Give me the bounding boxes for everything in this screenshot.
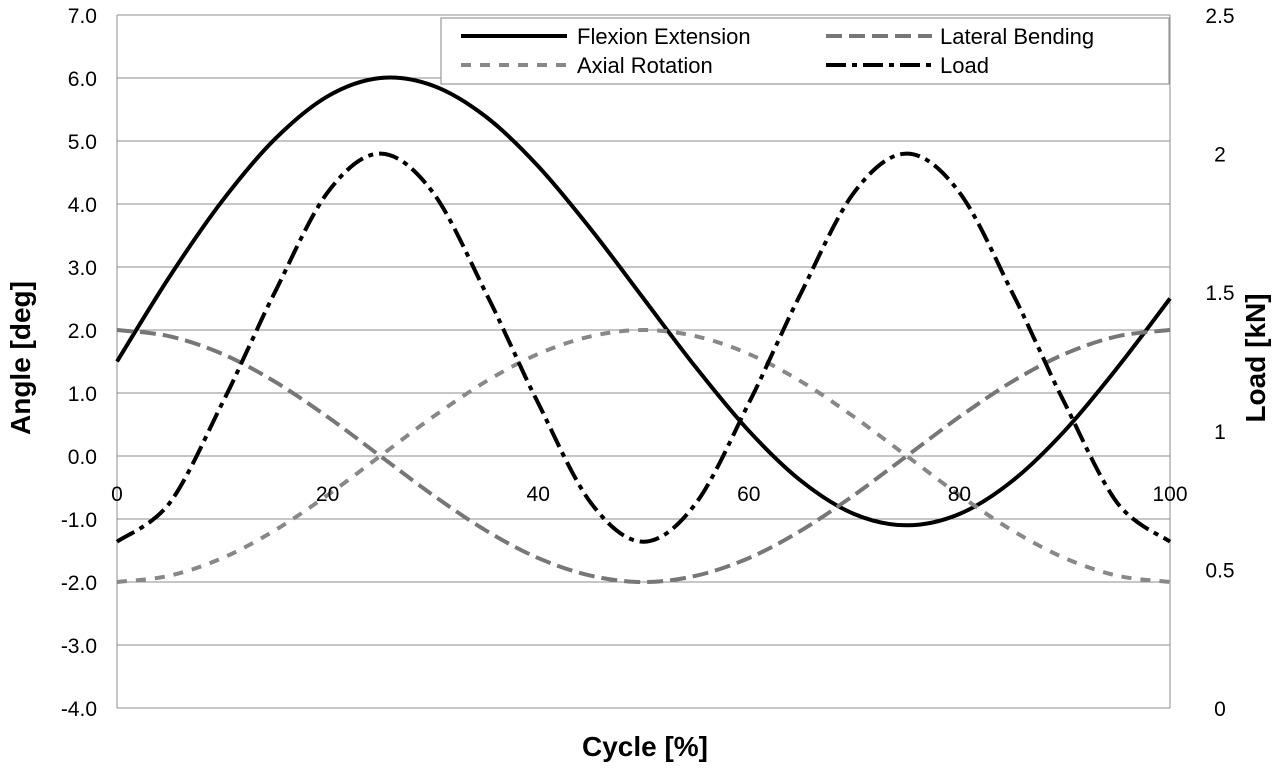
y-tick-label: 7.0	[68, 5, 97, 28]
y2-tick-label: 1	[1214, 421, 1226, 444]
x-tick-label: 80	[948, 483, 971, 506]
y2-tick-label: 0	[1214, 698, 1226, 721]
tick-labels: -4.0 -3.0 -2.0 -1.0 0.0 1.0 2.0 3.0 4.0 5.0 6.0 7.0…	[61, 5, 1235, 721]
series-line-axial-rotation	[116, 327, 1171, 584]
legend-box	[440, 17, 1170, 85]
plot-area	[115, 15, 1172, 708]
legend-label-flexion-extension: Flexion Extension	[577, 24, 751, 49]
series-line-lateral-bending	[116, 328, 1171, 585]
y2-axis-title: Load [kN]	[1240, 293, 1271, 422]
x-tick-label: 20	[316, 483, 339, 506]
legend-label-lateral-bending: Lateral Bending	[940, 24, 1094, 49]
y-tick-label: -3.0	[61, 635, 97, 658]
y-tick-label: 4.0	[68, 194, 97, 217]
y2-tick-label: 2.5	[1205, 5, 1234, 28]
legend: Flexion Extension Lateral Bending Axial …	[440, 17, 1170, 85]
y-tick-label: 6.0	[68, 68, 97, 91]
plot-background	[117, 15, 1170, 708]
y-tick-label: 1.0	[68, 383, 97, 406]
x-tick-label: 40	[527, 483, 550, 506]
legend-label-load: Load	[940, 53, 989, 78]
x-tick-label: 60	[737, 483, 760, 506]
legend-label-axial-rotation: Axial Rotation	[577, 53, 713, 78]
y2-tick-label: 0.5	[1205, 559, 1234, 582]
series-line-flexion-extension	[115, 75, 1172, 528]
x-tick-label: 0	[111, 483, 123, 506]
y-axis-title: Angle [deg]	[5, 281, 36, 435]
gridlines	[116, 14, 1171, 709]
x-tick-label: 100	[1152, 483, 1187, 506]
y2-tick-label: 1.5	[1205, 282, 1234, 305]
y-tick-label: -2.0	[61, 572, 97, 595]
y-tick-label: -1.0	[61, 509, 97, 532]
y-tick-label: -4.0	[61, 698, 97, 721]
y-tick-label: 5.0	[68, 131, 97, 154]
x-axis-title: Cycle [%]	[582, 731, 708, 762]
series-line-load	[115, 151, 1172, 544]
y-tick-label: 3.0	[68, 257, 97, 280]
y-tick-label: 0.0	[68, 446, 97, 469]
y-tick-label: 2.0	[68, 320, 97, 343]
y2-tick-label: 2	[1214, 144, 1226, 167]
